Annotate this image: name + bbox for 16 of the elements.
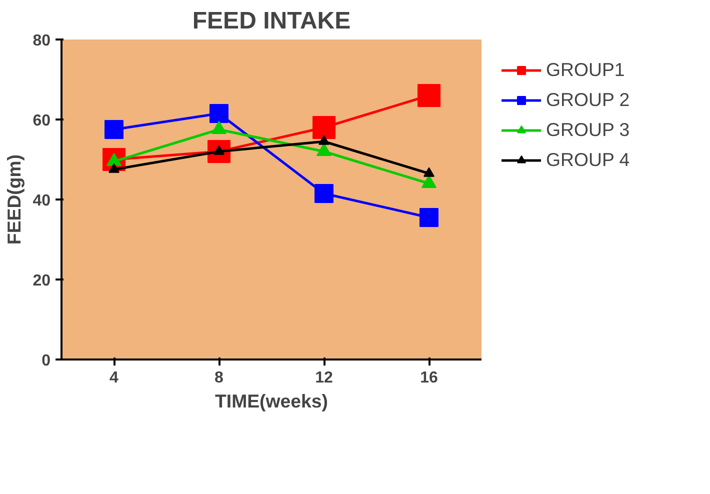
x-tick-label: 12 [315, 370, 333, 386]
legend-label: GROUP1 [546, 59, 625, 81]
y-tick-label: 20 [32, 272, 51, 290]
legend-label: GROUP 2 [546, 89, 630, 111]
y-tick-label: 60 [32, 112, 51, 130]
y-tick-label: 0 [42, 352, 51, 370]
x-tick-label: 16 [420, 370, 438, 386]
chart-title: FEED INTAKE [192, 8, 351, 34]
y-axis-title: FEED(gm) [4, 154, 25, 245]
legend-label: GROUP 4 [546, 149, 630, 171]
y-tick-label: 80 [32, 32, 51, 50]
x-axis-title: TIME(weeks) [215, 390, 328, 412]
y-tick-label: 40 [32, 192, 51, 210]
legend-label: GROUP 3 [546, 119, 630, 141]
x-tick-label: 4 [110, 370, 119, 386]
x-tick-label: 8 [214, 370, 224, 386]
